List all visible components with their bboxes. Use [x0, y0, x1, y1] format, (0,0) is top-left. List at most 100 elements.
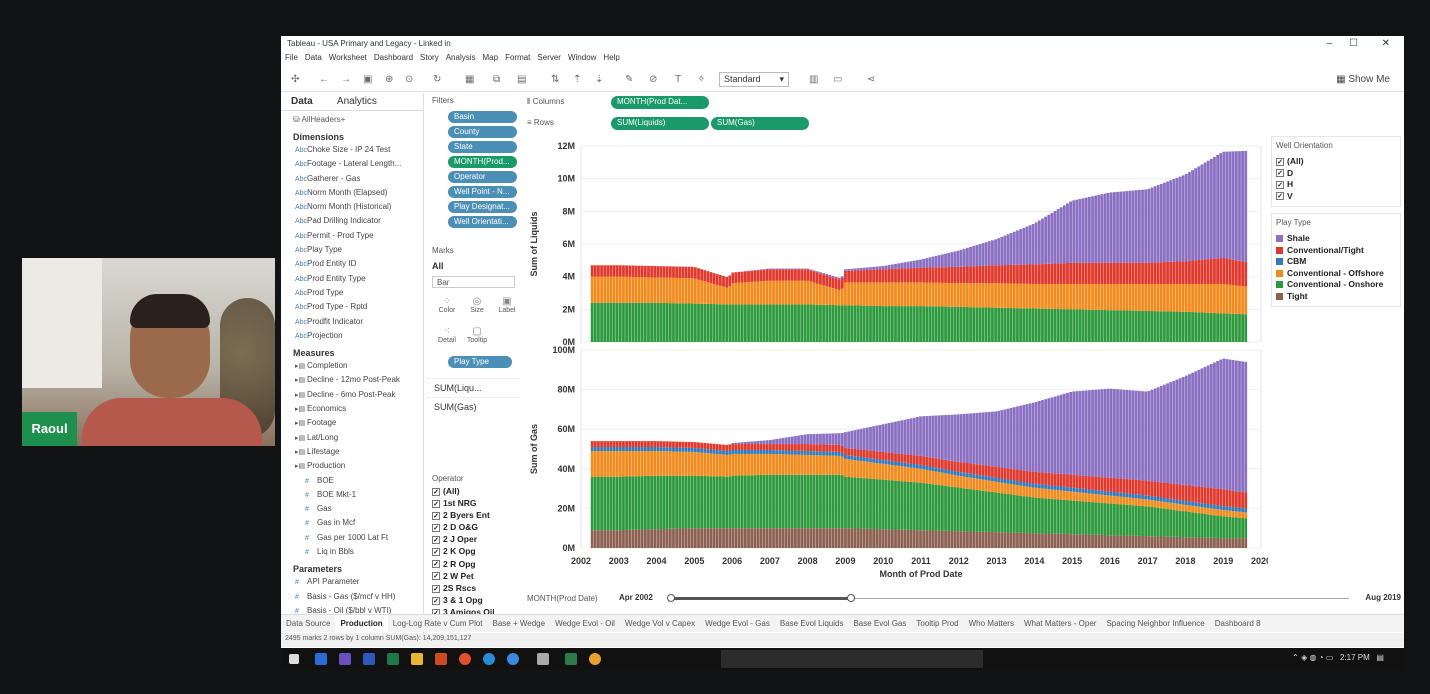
bar-segment[interactable]	[1184, 501, 1188, 505]
bar-segment[interactable]	[853, 270, 857, 283]
bar-segment[interactable]	[956, 471, 960, 476]
bar-segment[interactable]	[959, 472, 963, 477]
bar-segment[interactable]	[1141, 535, 1144, 548]
bar-segment[interactable]	[856, 270, 860, 283]
bar-segment[interactable]	[1219, 516, 1223, 539]
sheet-tab-wedge-evol-oil[interactable]: Wedge Evol - Oil	[555, 619, 615, 628]
bar-segment[interactable]	[975, 266, 979, 284]
bar-segment[interactable]	[844, 270, 847, 283]
bar-segment[interactable]	[822, 285, 825, 305]
bar-segment[interactable]	[1166, 261, 1169, 285]
bar-segment[interactable]	[740, 453, 744, 476]
bar-segment[interactable]	[718, 444, 722, 451]
bar-segment[interactable]	[1231, 507, 1235, 512]
bar-segment[interactable]	[831, 277, 835, 289]
bar-segment[interactable]	[781, 474, 785, 529]
bar-segment[interactable]	[790, 444, 794, 451]
bar-segment[interactable]	[618, 530, 622, 548]
bar-segment[interactable]	[1238, 314, 1241, 342]
bar-segment[interactable]	[1022, 404, 1026, 471]
bar-segment[interactable]	[872, 269, 876, 283]
operator-item[interactable]: ✓ 2 Byers Ent	[426, 510, 521, 522]
bar-segment[interactable]	[887, 282, 891, 307]
bar-segment[interactable]	[797, 304, 800, 342]
bar-segment[interactable]	[668, 451, 672, 476]
bar-segment[interactable]	[909, 306, 913, 342]
bar-segment[interactable]	[675, 528, 679, 548]
bar-segment[interactable]	[622, 447, 625, 451]
bar-segment[interactable]	[819, 272, 822, 274]
bar-segment[interactable]	[753, 304, 757, 342]
bar-segment[interactable]	[712, 273, 716, 285]
bar-segment[interactable]	[1244, 492, 1248, 509]
bar-segment[interactable]	[722, 444, 725, 451]
bar-segment[interactable]	[903, 462, 907, 467]
bar-segment[interactable]	[937, 306, 941, 342]
bar-segment[interactable]	[662, 447, 666, 452]
bar-segment[interactable]	[1053, 210, 1057, 264]
date-range-slider[interactable]: MONTH(Prod Date) Apr 2002 Aug 2019	[521, 591, 1401, 607]
bar-segment[interactable]	[1228, 516, 1232, 539]
bar-segment[interactable]	[862, 267, 866, 271]
bar-segment[interactable]	[734, 272, 738, 283]
bar-segment[interactable]	[878, 479, 882, 530]
bar-segment[interactable]	[906, 467, 910, 482]
bar-segment[interactable]	[1241, 512, 1245, 519]
bar-segment[interactable]	[1012, 484, 1016, 495]
bar-segment[interactable]	[1034, 483, 1038, 488]
bar-segment[interactable]	[687, 441, 691, 448]
bar-segment[interactable]	[1053, 499, 1057, 534]
bar-segment[interactable]	[815, 474, 819, 529]
bar-segment[interactable]	[756, 270, 760, 282]
bar-segment[interactable]	[778, 280, 782, 305]
bar-segment[interactable]	[975, 531, 979, 548]
bar-segment[interactable]	[1034, 284, 1038, 309]
bar-segment[interactable]	[678, 277, 682, 304]
bar-segment[interactable]	[1141, 262, 1144, 285]
pin-icon[interactable]: ✧	[697, 74, 706, 85]
bar-segment[interactable]	[978, 283, 982, 308]
bar-segment[interactable]	[934, 467, 938, 472]
bar-segment[interactable]	[1022, 482, 1026, 486]
bar-segment[interactable]	[615, 302, 619, 342]
bar-segment[interactable]	[728, 275, 732, 287]
bar-segment[interactable]	[1100, 477, 1104, 491]
bar-segment[interactable]	[787, 454, 791, 475]
bar-segment[interactable]	[978, 475, 982, 480]
bar-segment[interactable]	[1234, 151, 1238, 261]
bar-segment[interactable]	[959, 283, 963, 307]
bar-segment[interactable]	[747, 441, 750, 445]
dimension-field[interactable]: AbcPlay Type	[281, 244, 423, 258]
bar-segment[interactable]	[1178, 484, 1182, 501]
bar-segment[interactable]	[1044, 308, 1047, 342]
bar-segment[interactable]	[1006, 283, 1010, 308]
bar-segment[interactable]	[1172, 311, 1176, 342]
bar-segment[interactable]	[987, 265, 991, 284]
bar-segment[interactable]	[1241, 261, 1245, 287]
bar-segment[interactable]	[728, 454, 732, 477]
bar-segment[interactable]	[1028, 225, 1032, 265]
bar-segment[interactable]	[984, 283, 988, 308]
bar-segment[interactable]	[597, 447, 600, 451]
bar-segment[interactable]	[972, 463, 976, 475]
bar-segment[interactable]	[1222, 506, 1226, 511]
bar-segment[interactable]	[1094, 262, 1098, 285]
bar-segment[interactable]	[1219, 359, 1223, 489]
bar-segment[interactable]	[690, 303, 694, 342]
bar-segment[interactable]	[850, 528, 854, 548]
bar-segment[interactable]	[803, 268, 807, 270]
bar-segment[interactable]	[643, 529, 647, 548]
bar-segment[interactable]	[709, 449, 713, 454]
bar-segment[interactable]	[1056, 486, 1060, 491]
bar-segment[interactable]	[878, 424, 882, 452]
bar-segment[interactable]	[784, 304, 788, 342]
bar-segment[interactable]	[978, 265, 982, 284]
bar-segment[interactable]	[781, 269, 785, 281]
bar-segment[interactable]	[772, 450, 775, 455]
bar-segment[interactable]	[884, 282, 888, 307]
bar-segment[interactable]	[634, 277, 638, 303]
bar-segment[interactable]	[622, 302, 625, 342]
bar-segment[interactable]	[715, 453, 719, 477]
bar-segment[interactable]	[972, 413, 976, 464]
bar-segment[interactable]	[1163, 182, 1166, 263]
